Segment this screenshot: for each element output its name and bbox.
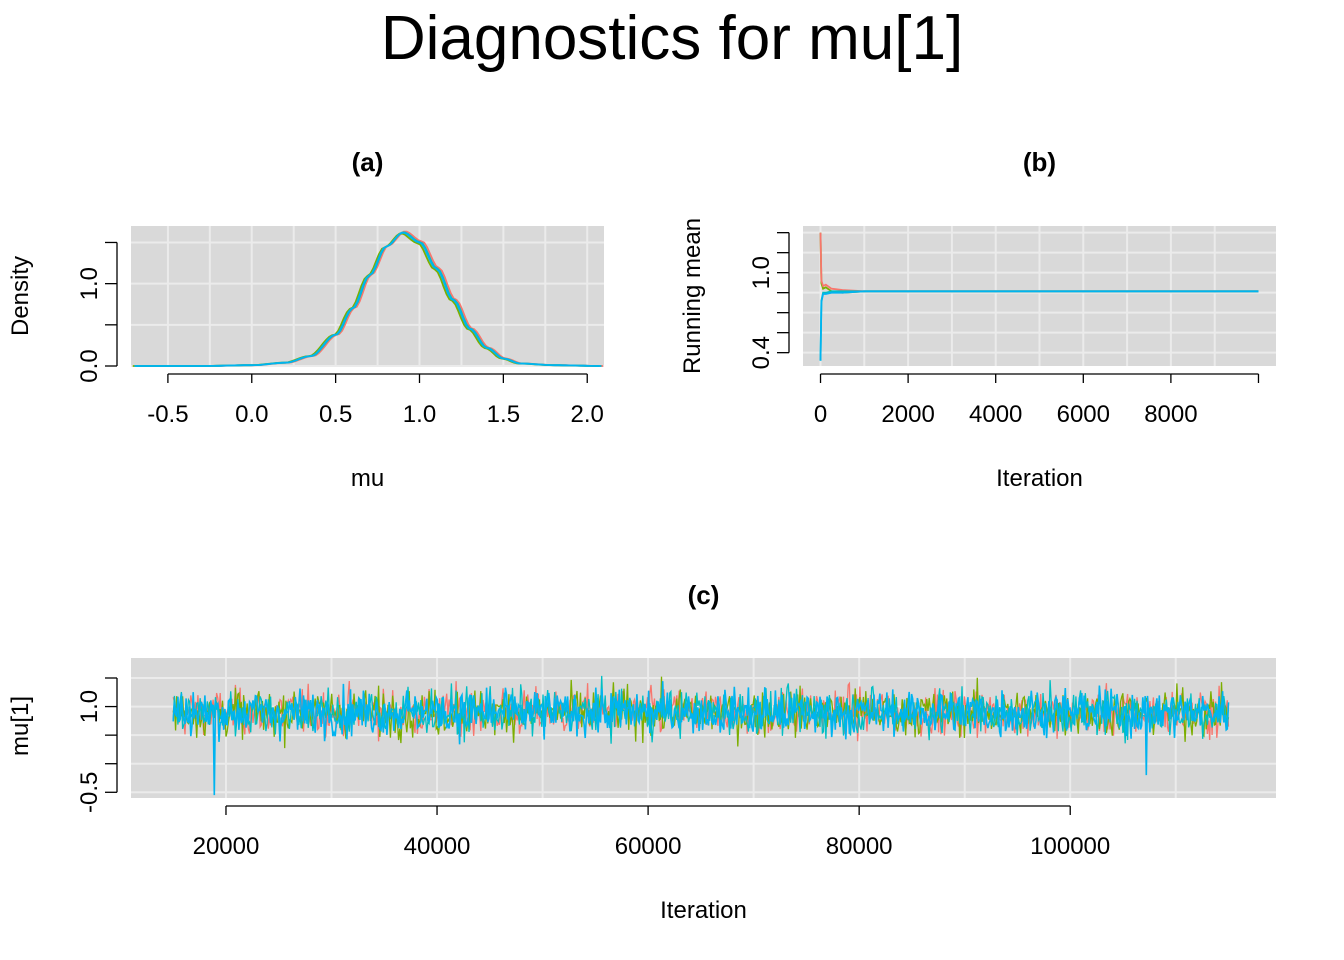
running-mean-panel: 0 2000 4000 6000 8000 0.4 1.0 (b) Iteration Runni… <box>679 147 1276 492</box>
panel-title: (c) <box>688 580 720 610</box>
x-tick-label: -0.5 <box>147 401 188 428</box>
figure-title: Diagnostics for mu[1] <box>381 4 963 73</box>
x-tick-label: 1.0 <box>403 401 436 428</box>
x-tick-label: 0.5 <box>319 401 352 428</box>
x-tick-label: 40000 <box>404 833 471 860</box>
x-tick-label: 6000 <box>1057 401 1110 428</box>
x-tick-label: 1.5 <box>487 401 520 428</box>
x-tick-label: 8000 <box>1144 401 1197 428</box>
x-tick-label: 80000 <box>826 833 893 860</box>
panel-title: (b) <box>1023 147 1056 177</box>
plot-background <box>131 226 604 366</box>
x-axis-title: Iteration <box>996 465 1083 492</box>
trace-line <box>172 681 1230 796</box>
y-tick-label: 1.0 <box>76 267 103 300</box>
y-tick-label: 0.4 <box>748 336 775 369</box>
y-axis-title: Density <box>7 256 34 336</box>
x-tick-label: 0 <box>814 401 827 428</box>
x-tick-label: 60000 <box>615 833 682 860</box>
running-mean-line <box>819 290 1259 361</box>
x-tick-label: 0.0 <box>235 401 268 428</box>
x-axis-title: Iteration <box>660 897 747 924</box>
trace-panel: 20000 40000 60000 80000 100000 -0.5 1.0 (c) Iter… <box>7 580 1276 924</box>
y-tick-label: 0.0 <box>76 349 103 382</box>
x-tick-label: 2.0 <box>571 401 604 428</box>
panel-title: (a) <box>352 147 384 177</box>
x-tick-label: 2000 <box>881 401 934 428</box>
y-axis-title: Running mean <box>679 218 706 374</box>
y-tick-label: -0.5 <box>76 772 103 813</box>
density-panel: -0.5 0.0 0.5 1.0 1.5 2.0 0.0 1.0 (a) mu Density <box>7 147 604 492</box>
x-tick-label: 4000 <box>969 401 1022 428</box>
y-axis-title: mu[1] <box>7 696 34 756</box>
x-tick-label: 100000 <box>1030 833 1110 860</box>
x-tick-label: 20000 <box>193 833 260 860</box>
y-tick-label: 1.0 <box>76 690 103 723</box>
y-tick-label: 1.0 <box>748 256 775 289</box>
x-axis-title: mu <box>351 465 384 492</box>
density-line <box>134 231 601 367</box>
